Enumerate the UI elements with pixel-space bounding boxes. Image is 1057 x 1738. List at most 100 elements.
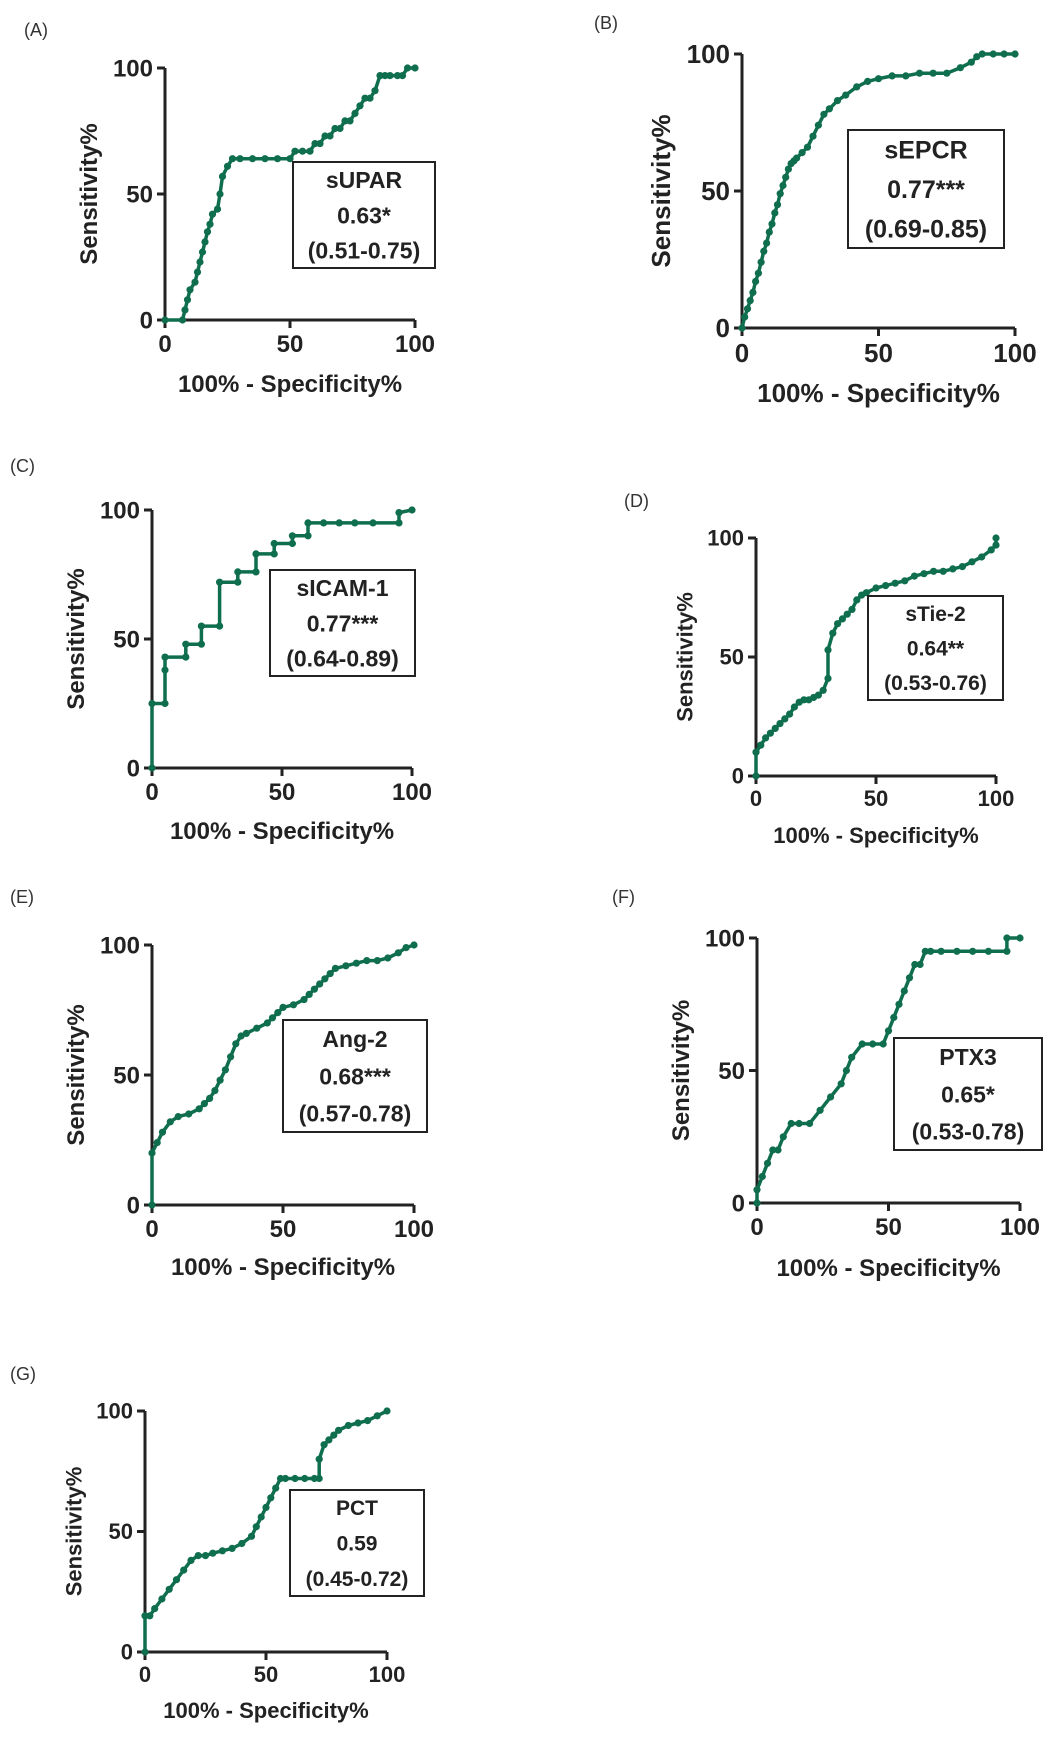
- roc-point: [148, 1149, 156, 1157]
- roc-point: [301, 1474, 309, 1483]
- roc-point: [1011, 50, 1019, 58]
- roc-point: [182, 653, 190, 661]
- roc-point: [223, 162, 232, 170]
- roc-point: [161, 653, 169, 661]
- roc-point: [306, 147, 314, 155]
- roc-point: [776, 720, 784, 728]
- roc-point: [161, 699, 169, 708]
- y-axis-title: Sensitivity%: [63, 568, 90, 709]
- roc-point: [784, 165, 793, 173]
- roc-point: [916, 960, 924, 969]
- roc-point: [253, 1024, 261, 1032]
- roc-point: [837, 1080, 845, 1088]
- roc-point: [949, 565, 957, 573]
- roc-point: [279, 1003, 287, 1012]
- roc-point: [148, 699, 156, 708]
- roc-point: [252, 1523, 260, 1531]
- auc-box-value: 0.59: [337, 1533, 378, 1556]
- x-tick-label: 100: [369, 1662, 406, 1687]
- roc-point: [331, 124, 339, 133]
- auc-box: [893, 1037, 1043, 1151]
- roc-point: [782, 173, 790, 181]
- roc-point: [166, 1118, 174, 1126]
- roc-point: [272, 1484, 280, 1492]
- roc-point: [330, 1431, 338, 1439]
- auc-box-marker: sUPAR: [326, 167, 403, 193]
- roc-point: [967, 58, 975, 66]
- auc-box-marker: sICAM-1: [296, 575, 388, 601]
- roc-point: [386, 72, 394, 80]
- x-tick-label: 100: [395, 331, 435, 358]
- roc-point: [236, 155, 244, 163]
- roc-point: [773, 201, 782, 209]
- roc-point: [181, 306, 189, 314]
- roc-point: [198, 248, 207, 256]
- roc-point: [270, 539, 278, 548]
- roc-point: [888, 72, 896, 80]
- auc-box: [269, 569, 416, 677]
- roc-point: [752, 748, 760, 756]
- roc-panel-e: (E) 0 50 100 0 50 100 100% - Specificity% Sensit…: [10, 887, 434, 1281]
- auc-box-ci: (0.45-0.72): [306, 1568, 409, 1591]
- roc-point: [769, 1146, 777, 1154]
- roc-point: [195, 1105, 203, 1113]
- roc-point: [809, 132, 817, 140]
- x-axis-title: 100% - Specificity%: [170, 818, 394, 845]
- roc-point: [987, 546, 995, 554]
- panel-label: (D): [624, 491, 649, 511]
- y-tick-label: 0: [127, 755, 140, 782]
- roc-point: [816, 1106, 824, 1114]
- roc-point: [820, 110, 828, 118]
- roc-point: [316, 140, 324, 148]
- x-tick-label: 100: [1000, 1214, 1040, 1241]
- roc-point: [148, 764, 156, 772]
- y-tick-label: 100: [705, 925, 745, 952]
- roc-point: [341, 117, 349, 125]
- y-tick-label: 0: [716, 313, 730, 343]
- roc-point: [342, 962, 350, 970]
- roc-point: [363, 957, 371, 965]
- roc-point: [781, 715, 789, 723]
- roc-point: [286, 155, 294, 163]
- x-axis-title: 100% - Specificity%: [178, 371, 402, 398]
- roc-point: [910, 572, 919, 580]
- x-tick-label: 100: [392, 779, 432, 806]
- roc-point: [411, 64, 419, 72]
- auc-box: [292, 161, 436, 269]
- roc-point: [787, 1119, 795, 1128]
- panel-label: (F): [612, 887, 635, 907]
- auc-box-value: 0.77***: [887, 176, 965, 204]
- x-tick-label: 50: [864, 786, 888, 811]
- roc-point: [321, 132, 329, 140]
- roc-point: [247, 1532, 256, 1540]
- y-tick-label: 100: [687, 39, 730, 69]
- roc-point: [356, 102, 364, 110]
- roc-point: [216, 622, 224, 630]
- y-tick-label: 0: [732, 764, 744, 789]
- y-tick-label: 0: [732, 1190, 745, 1217]
- roc-point: [882, 582, 890, 590]
- roc-point: [227, 1053, 235, 1061]
- roc-point: [752, 772, 760, 780]
- roc-point: [304, 519, 312, 527]
- roc-point: [749, 288, 757, 296]
- roc-point: [853, 596, 861, 604]
- roc-point: [153, 1139, 161, 1147]
- roc-point: [958, 563, 967, 571]
- roc-point: [843, 610, 851, 618]
- roc-point: [833, 97, 842, 105]
- roc-point: [384, 954, 392, 962]
- roc-point: [141, 1648, 149, 1656]
- roc-point: [182, 640, 190, 648]
- roc-point: [242, 1029, 250, 1037]
- roc-point: [1000, 50, 1008, 58]
- y-tick-label: 50: [113, 1062, 140, 1089]
- roc-point: [281, 1474, 289, 1483]
- roc-point: [376, 72, 384, 80]
- roc-point: [738, 324, 746, 332]
- roc-point: [335, 1426, 343, 1434]
- roc-point: [743, 305, 752, 313]
- roc-panel-b: (B) 0 50 100 0 50 100 100% - Specificity% Sensit…: [594, 13, 1037, 408]
